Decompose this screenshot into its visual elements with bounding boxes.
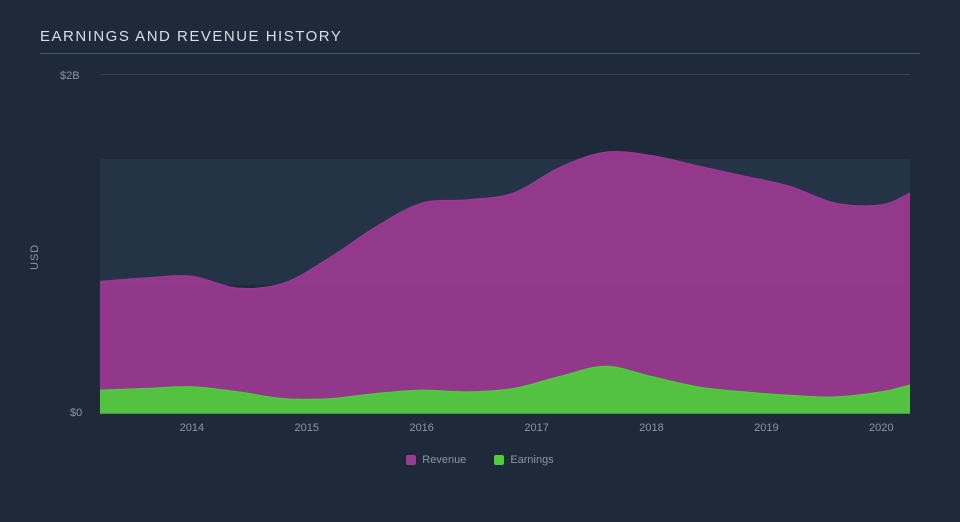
x-tick-label: 2019: [754, 422, 778, 434]
legend: Revenue Earnings: [40, 454, 920, 466]
chart-title: EARNINGS AND REVENUE HISTORY: [40, 28, 920, 45]
x-tick-label: 2016: [409, 422, 433, 434]
legend-swatch-revenue: [406, 455, 416, 465]
legend-item-earnings: Earnings: [494, 454, 553, 466]
y-tick-label-top: $2B: [60, 70, 80, 82]
title-rule: [40, 53, 920, 54]
legend-label-revenue: Revenue: [422, 454, 466, 466]
plot-area: [100, 74, 910, 414]
legend-swatch-earnings: [494, 455, 504, 465]
x-tick-label: 2018: [639, 422, 663, 434]
y-tick-label-bottom: $0: [70, 407, 82, 419]
chart-wrap: USD $2B $0 2014201520162017201820192020 …: [40, 64, 920, 464]
chart-svg: [100, 74, 910, 414]
x-tick-label: 2014: [180, 422, 204, 434]
legend-label-earnings: Earnings: [510, 454, 553, 466]
x-tick-label: 2015: [295, 422, 319, 434]
legend-item-revenue: Revenue: [406, 454, 466, 466]
chart-container: EARNINGS AND REVENUE HISTORY USD $2B $0 …: [0, 0, 960, 522]
x-tick-label: 2020: [869, 422, 893, 434]
y-axis-label: USD: [29, 244, 41, 270]
x-tick-label: 2017: [524, 422, 548, 434]
series-revenue: [100, 152, 910, 414]
